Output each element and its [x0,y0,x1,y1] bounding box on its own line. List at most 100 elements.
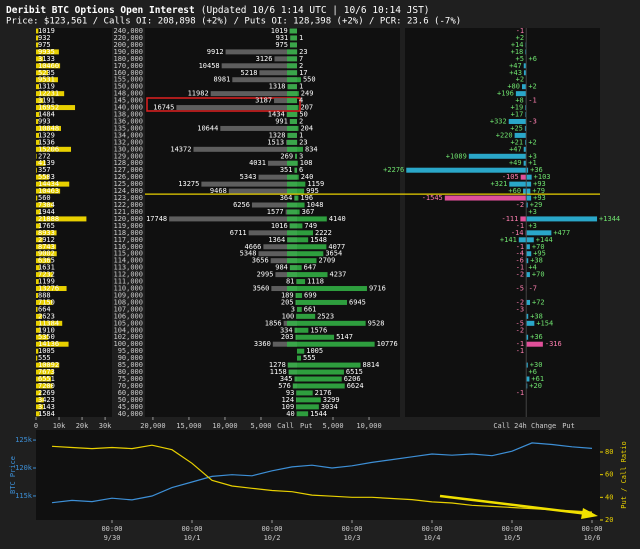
call-change-label: +49 [509,159,522,167]
total-label: 1005 [38,347,55,355]
put-bar [297,272,328,278]
call-bar-inner [296,397,297,403]
call-bar [275,272,297,278]
strike-label: 100,000 [113,340,143,348]
total-label: 14136 [38,340,59,348]
total-label: 1584 [38,410,55,418]
call-label: 1513 [267,138,284,146]
put-label: 699 [304,291,317,299]
put-change-label: -3 [528,117,536,125]
call-bar-inner [287,70,297,76]
call-change-label: +80 [507,83,520,91]
call-bar-inner [296,404,297,410]
call-bar-inner [287,84,297,90]
x-tick-label: 30k [99,422,112,430]
put-bar [297,195,299,201]
put-label: 4237 [330,271,347,279]
strike-label: 60,000 [118,389,143,397]
total-bar [36,348,39,354]
total-bar [36,118,39,124]
total-label: 5350 [38,333,55,341]
call-change-label: -1545 [422,194,443,202]
put-label: 4140 [329,215,346,223]
total-bar [36,369,54,375]
put-label: 3654 [325,250,342,258]
put-change-label: +3 [528,208,536,216]
total-label: 1199 [38,278,55,286]
call-label: 109 [282,403,295,411]
total-bar [36,49,59,55]
panel-change [405,28,600,417]
call-label: 3 [291,305,295,313]
call-bar [193,146,297,152]
call-change-bar [523,70,527,76]
call-label: 3560 [252,285,269,293]
call-label: 11982 [188,90,209,98]
put-label: 661 [304,305,317,313]
call-change-bar [524,125,527,131]
call-change-label: +47 [509,62,522,70]
put-label: 2523 [317,312,334,320]
call-label: 975 [275,41,288,49]
call-change-label: +2 [516,34,524,42]
strike-label: 117,000 [113,236,143,244]
call-change-label: +25 [510,124,523,132]
total-label: 975 [38,41,51,49]
put-label: 204 [300,124,313,132]
total-bar [36,320,63,326]
put-change-bar [526,313,529,319]
call-change-bar [444,195,527,201]
call-label: 1158 [270,368,287,376]
put-bar [297,244,327,250]
call-bar [258,251,297,257]
call-bar [220,125,297,131]
total-bar [36,223,41,229]
total-bar [36,98,44,104]
trend-arrow [439,494,598,519]
call-change-label: -1 [516,389,524,397]
put-label: 3034 [321,403,338,411]
total-label: 2269 [38,389,55,397]
call-change-bar [518,237,527,243]
put-change-label: +38 [530,257,543,265]
put-change-label: +70 [532,243,545,251]
put-change-bar [526,272,530,278]
call-change-label: +1089 [446,152,467,160]
total-bar [36,397,44,403]
call-change-label: -6 [515,257,523,265]
total-label: 2623 [38,312,55,320]
put-change-label: +144 [536,236,553,244]
strike-label: 132,000 [113,138,143,146]
call-bar-inner [287,251,297,257]
put-change-bar [526,383,528,389]
strike-label: 155,000 [113,76,143,84]
put-change-bar [526,320,535,326]
put-bar [297,299,348,305]
total-bar [36,167,37,173]
call-label: 16745 [153,104,174,112]
total-bar [36,105,76,111]
put-bar [297,230,314,236]
call-change-label: -2 [516,298,524,306]
call-change-label: +2276 [383,166,404,174]
call-change-label: -1 [516,27,524,35]
strike-label: 90,000 [118,354,143,362]
total-bar [36,251,57,257]
call-label: 203 [281,333,294,341]
x-tick-label: 00:00 10/3 [341,525,363,542]
series-line [51,442,593,504]
call-label: 1364 [268,236,285,244]
put-label: 3299 [323,396,340,404]
total-label: 932 [38,34,51,42]
call-label: 1328 [269,131,286,139]
x-tick-label: 10,000 [212,422,237,430]
total-label: 5583 [38,173,55,181]
put-label: 240 [301,173,314,181]
strike-label: 75,000 [118,375,143,383]
call-label: 576 [278,382,291,390]
put-change-label: +103 [534,173,551,181]
call-bar-inner [294,195,297,201]
call-bar-inner [287,174,297,180]
strike-label: 130,000 [113,145,143,153]
